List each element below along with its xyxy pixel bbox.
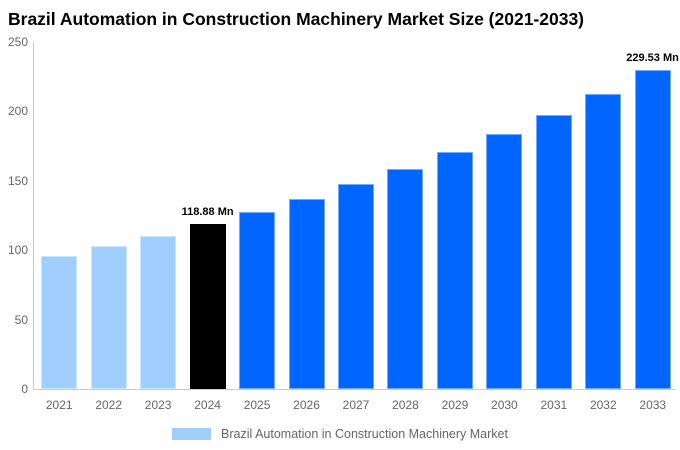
bar-2024[interactable] xyxy=(189,223,226,389)
x-tick-label-2022: 2022 xyxy=(95,398,123,412)
y-tick-label: 250 xyxy=(7,35,28,49)
bar-2027[interactable] xyxy=(338,184,374,389)
bar-2033[interactable] xyxy=(634,70,671,389)
x-tick-label-2030: 2030 xyxy=(491,398,518,412)
bar-2023[interactable] xyxy=(140,235,177,389)
y-tick-label: 150 xyxy=(7,173,28,188)
data-label-2033: 229.53 Mn xyxy=(626,52,679,65)
y-axis-line xyxy=(33,42,34,389)
x-tick-label-2023: 2023 xyxy=(144,398,172,412)
x-tick-label-2031: 2031 xyxy=(540,398,568,412)
x-tick-label-2021: 2021 xyxy=(45,398,73,412)
legend[interactable]: Brazil Automation in Construction Machin… xyxy=(0,426,680,442)
bar-2028[interactable] xyxy=(387,168,424,389)
legend-swatch-icon xyxy=(172,428,212,440)
x-axis-line xyxy=(33,389,676,390)
bar-2032[interactable] xyxy=(585,94,622,389)
x-tick-label-2028: 2028 xyxy=(392,398,419,412)
legend-label: Brazil Automation in Construction Machin… xyxy=(221,427,508,441)
y-tick-label: 50 xyxy=(14,312,28,327)
x-tick-label-2033: 2033 xyxy=(639,398,667,412)
x-tick-label-2032: 2032 xyxy=(589,398,617,412)
x-tick-label-2024: 2024 xyxy=(194,398,221,412)
x-tick-label-2026: 2026 xyxy=(293,398,320,412)
y-tick-label: 100 xyxy=(7,243,28,258)
x-tick-label-2029: 2029 xyxy=(441,398,469,412)
bar-2021[interactable] xyxy=(41,256,78,389)
bar-2025[interactable] xyxy=(239,211,276,389)
x-tick-label-2025: 2025 xyxy=(243,398,271,412)
bar-2022[interactable] xyxy=(90,246,127,389)
data-label-2024: 118.88 Mn xyxy=(181,205,234,218)
x-tick-label-2027: 2027 xyxy=(342,398,370,412)
chart-title: Brazil Automation in Construction Machin… xyxy=(8,9,585,29)
bar-2029[interactable] xyxy=(436,152,473,389)
bar-2026[interactable] xyxy=(288,198,325,389)
y-tick-label: 200 xyxy=(7,104,28,119)
bar-2031[interactable] xyxy=(535,115,572,389)
y-tick-label: 0 xyxy=(21,382,28,396)
bar-2030[interactable] xyxy=(486,134,523,389)
